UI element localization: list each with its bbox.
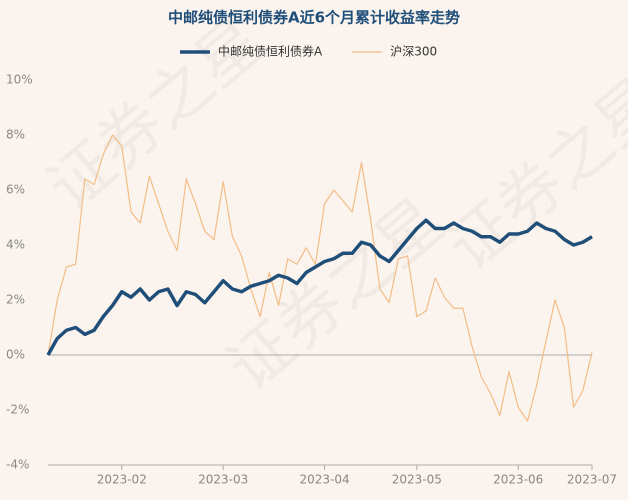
watermarks: 证券之星 证券之星 证券之星	[34, 4, 628, 405]
y-tick-label: 2%	[6, 293, 25, 307]
y-tick-label: 10%	[6, 73, 33, 87]
x-tick-label: 2023-07	[567, 473, 617, 487]
y-tick-label: 4%	[6, 238, 25, 252]
y-tick-label: -2%	[6, 403, 29, 417]
y-tick-label: 6%	[6, 183, 25, 197]
watermark: 证券之星	[434, 64, 628, 285]
x-tick-label: 2023-05	[392, 473, 442, 487]
x-tick-label: 2023-06	[493, 473, 543, 487]
legend-label: 沪深300	[390, 45, 437, 59]
y-tick-label: -4%	[6, 458, 29, 472]
watermark: 证券之星	[214, 184, 458, 405]
legend-label: 中邮纯债恒利债券A	[218, 44, 323, 59]
series-line	[47, 134, 593, 422]
chart-title: 中邮纯债恒利债券A近6个月累计收益率走势	[168, 9, 460, 27]
series-line	[46, 218, 593, 356]
x-tick-label: 2023-03	[198, 473, 248, 487]
y-tick-label: 0%	[6, 348, 25, 362]
x-tick-label: 2023-04	[300, 473, 350, 487]
watermark: 证券之星	[34, 4, 278, 225]
y-tick-label: 8%	[6, 128, 25, 142]
x-tick-label: 2023-02	[97, 473, 147, 487]
